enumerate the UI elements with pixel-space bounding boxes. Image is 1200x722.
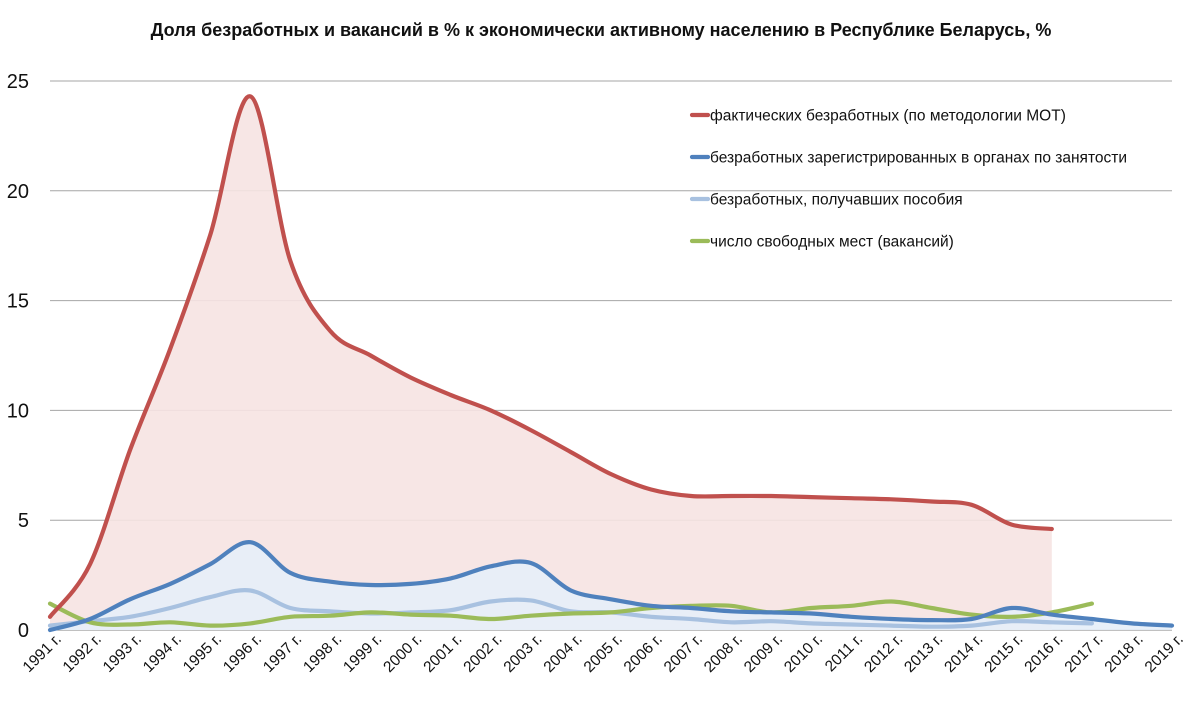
x-tick-label: 2017 г. [1062, 631, 1107, 676]
x-tick-label: 2009 г. [741, 631, 786, 676]
legend-label-2: безработных зарегистрированных в органах… [710, 150, 1127, 167]
legend-label-3: безработных, получавших пособия [710, 192, 963, 209]
x-tick-label: 2013 г. [901, 631, 946, 676]
x-tick-label: 2004 г. [541, 631, 586, 676]
x-axis-ticks: 1991 г.1992 г.1993 г.1994 г.1995 г.1996 … [20, 631, 1187, 676]
series-line-2 [47, 540, 1175, 633]
x-tick-label: 2007 г. [661, 631, 706, 676]
x-tick-label: 2006 г. [621, 631, 666, 676]
x-tick-label: 2005 г. [581, 631, 626, 676]
area-fills [50, 96, 1172, 630]
x-tick-label: 1999 г. [340, 631, 385, 676]
x-tick-label: 1996 г. [220, 631, 265, 676]
y-axis-ticks: 0 5 10 15 20 25 [7, 71, 29, 642]
series-line-1 [47, 94, 1054, 619]
x-tick-label: 1997 г. [260, 631, 305, 676]
x-tick-label: 2012 г. [861, 631, 906, 676]
series-line-4 [47, 599, 1094, 628]
legend-label-4: число свободных мест (вакансий) [710, 234, 954, 251]
x-tick-label: 1995 г. [180, 631, 225, 676]
x-tick-label: 2016 г. [1021, 631, 1066, 676]
x-tick-label: 2008 г. [701, 631, 746, 676]
series-line-3 [47, 588, 1094, 629]
x-tick-label: 1993 г. [100, 631, 145, 676]
x-tick-label: 1994 г. [140, 631, 185, 676]
y-tick-label: 20 [7, 181, 29, 203]
legend: фактических безработных (по методологии … [689, 108, 1127, 251]
series-lines [47, 94, 1175, 633]
x-tick-label: 2015 г. [981, 631, 1026, 676]
y-tick-label: 25 [7, 71, 29, 93]
x-tick-label: 2018 г. [1102, 631, 1147, 676]
chart-title: Доля безработных и вакансий в % к эконом… [151, 20, 1052, 40]
x-tick-label: 2014 г. [941, 631, 986, 676]
x-tick-label: 2003 г. [501, 631, 546, 676]
y-tick-label: 10 [7, 400, 29, 422]
x-tick-label: 1992 г. [60, 631, 105, 676]
series-area-2 [50, 542, 1172, 630]
x-tick-label: 2000 г. [380, 631, 425, 676]
x-tick-label: 1998 г. [300, 631, 345, 676]
y-tick-label: 5 [18, 510, 29, 532]
x-tick-label: 2010 г. [781, 631, 826, 676]
x-tick-label: 2001 г. [420, 631, 465, 676]
x-tick-label: 2011 г. [822, 631, 866, 675]
y-tick-label: 15 [7, 291, 29, 313]
x-tick-label: 2019 г. [1142, 631, 1187, 676]
y-tick-label: 0 [18, 620, 29, 642]
x-tick-label: 2002 г. [460, 631, 505, 676]
legend-label-1: фактических безработных (по методологии … [710, 108, 1066, 125]
series-area-1 [50, 96, 1052, 630]
